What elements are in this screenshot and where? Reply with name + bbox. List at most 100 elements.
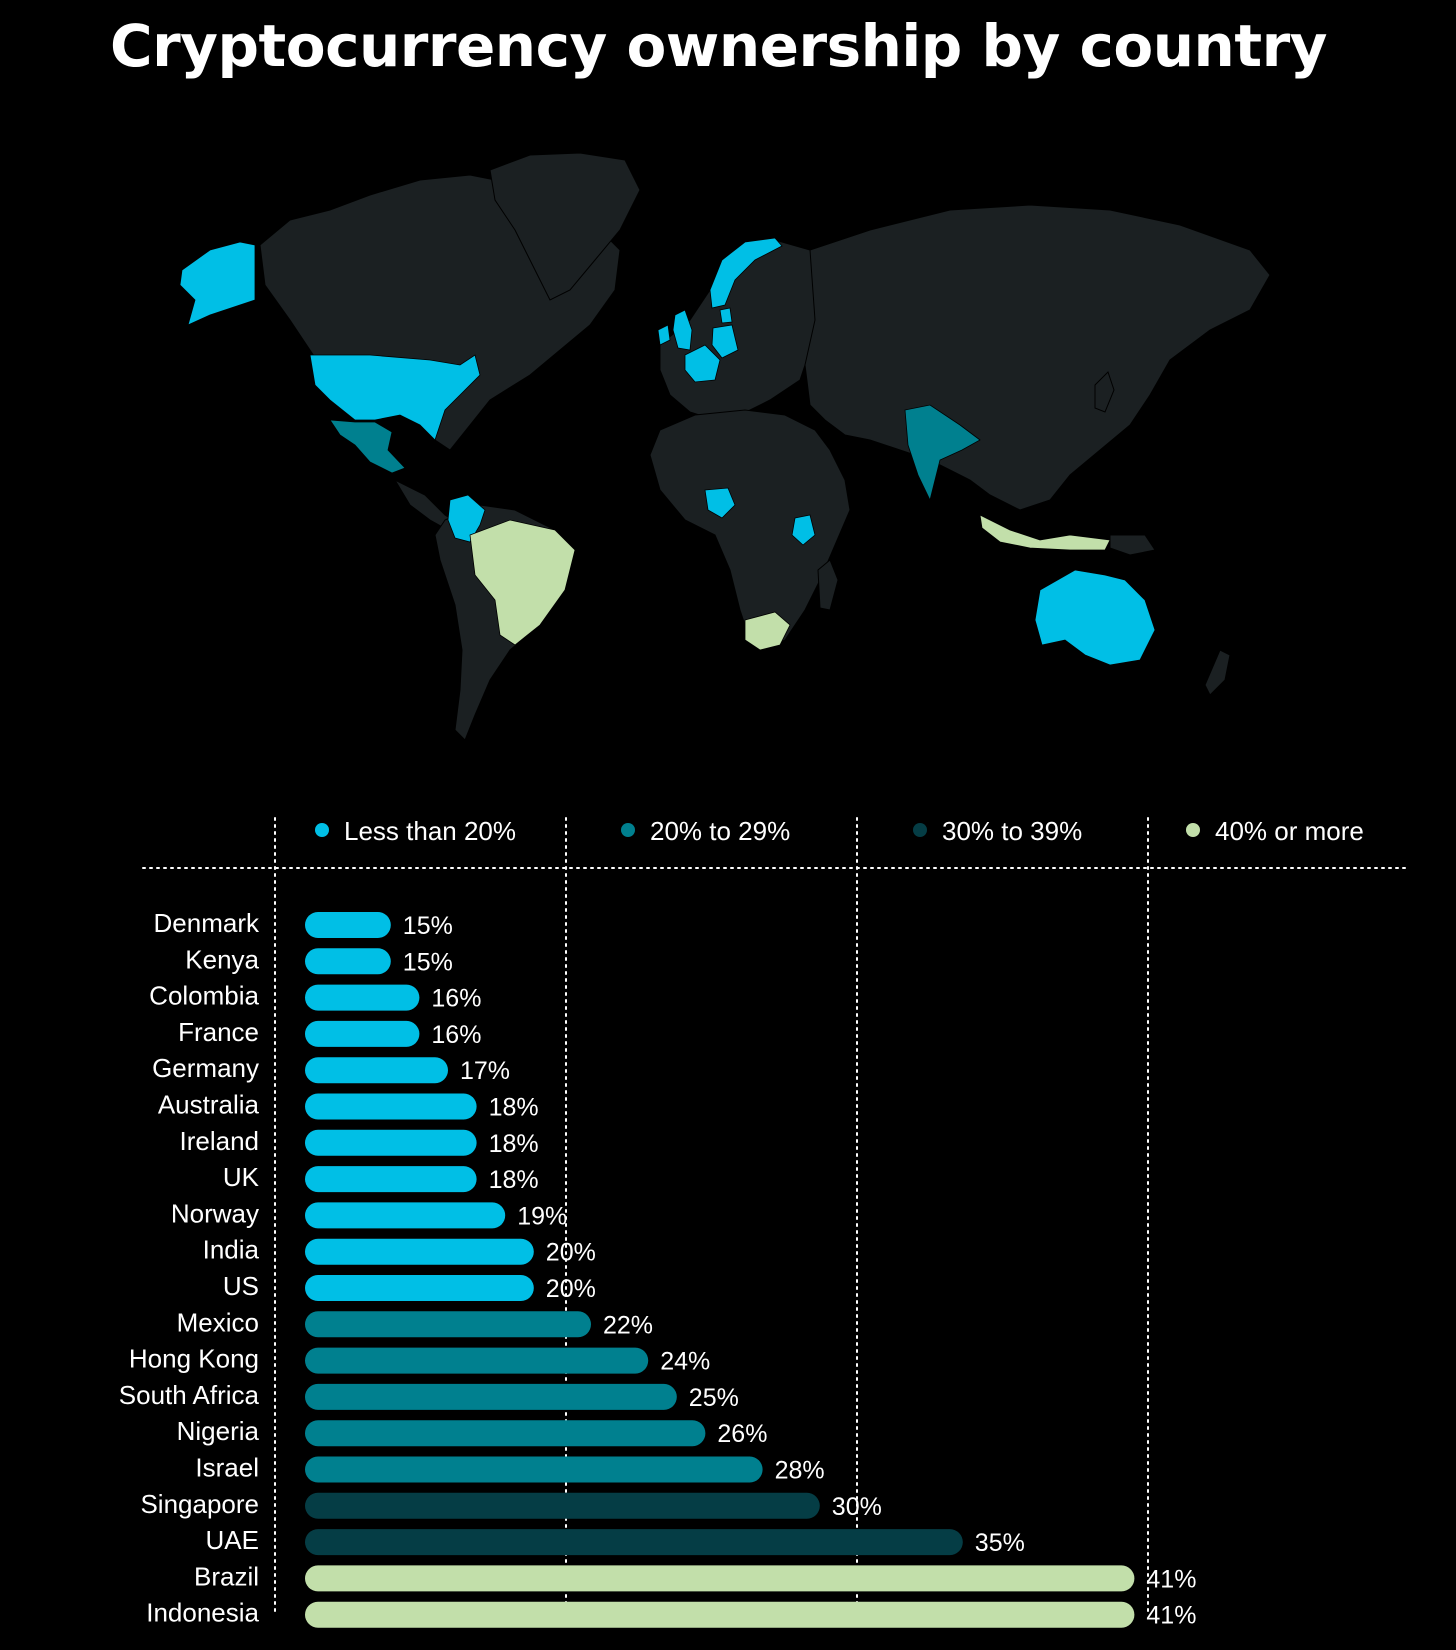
legend-swatch: [913, 823, 927, 837]
bar: [305, 1456, 763, 1483]
grid-lines: [142, 817, 1406, 1613]
bar-row: Mexico 22%: [177, 1307, 653, 1339]
category-label: India: [203, 1235, 260, 1265]
bar-row: South Africa 25%: [119, 1380, 739, 1412]
bar-row: Australia 18%: [158, 1090, 539, 1122]
value-label: 28%: [775, 1457, 825, 1485]
legend-label: 40% or more: [1215, 816, 1364, 846]
bar-row: Nigeria 26%: [177, 1416, 768, 1448]
country-kenya: [791, 514, 816, 546]
bar: [305, 1347, 649, 1374]
category-label: Ireland: [180, 1126, 260, 1156]
country-france: [684, 344, 721, 383]
bar: [305, 1238, 534, 1265]
legend-swatch: [621, 823, 635, 837]
category-label: Norway: [171, 1198, 259, 1228]
bar-row: Kenya 15%: [185, 944, 453, 976]
value-label: 17%: [460, 1057, 510, 1085]
land-japan: [1094, 371, 1115, 413]
bar: [305, 1129, 477, 1156]
country-india: [904, 404, 981, 502]
legend-item-0: Less than 20%: [315, 816, 516, 846]
bar-row: India 20%: [203, 1235, 596, 1267]
legend-label: 30% to 39%: [942, 816, 1082, 846]
bar: [305, 1565, 1135, 1592]
country-uk: [672, 309, 693, 351]
category-label: Mexico: [177, 1307, 259, 1337]
bar-row: Indonesia 41%: [146, 1598, 1196, 1630]
value-label: 18%: [489, 1166, 539, 1194]
value-label: 20%: [546, 1239, 596, 1267]
country-brazil: [469, 519, 576, 646]
category-label: UK: [223, 1162, 260, 1192]
bar: [305, 1093, 477, 1120]
category-label: Indonesia: [146, 1598, 259, 1628]
world-map: [179, 152, 1271, 741]
category-label: Israel: [195, 1453, 259, 1483]
country-australia: [1034, 569, 1156, 666]
land-asia: [804, 204, 1271, 511]
category-label: Hong Kong: [129, 1344, 259, 1374]
bar-row: Singapore 30%: [140, 1489, 881, 1521]
bar-row: France 16%: [178, 1017, 481, 1049]
legend-swatch: [315, 823, 329, 837]
legend: Less than 20% 20% to 29% 30% to 39% 40% or …: [315, 816, 1364, 846]
value-label: 16%: [431, 1021, 481, 1049]
legend-item-2: 30% to 39%: [913, 816, 1082, 846]
bar: [305, 1529, 963, 1556]
bar: [305, 984, 420, 1011]
value-label: 35%: [975, 1529, 1025, 1557]
bar-row: UAE 35%: [206, 1525, 1025, 1557]
bar-row: UK 18%: [223, 1162, 539, 1194]
bar-row: US 20%: [223, 1271, 596, 1303]
bar: [305, 1311, 591, 1338]
category-label: Germany: [152, 1053, 259, 1083]
bar: [305, 1601, 1135, 1628]
land-greenland: [489, 152, 641, 301]
bar: [305, 912, 391, 938]
category-label: US: [223, 1271, 259, 1301]
value-label: 18%: [489, 1130, 539, 1158]
value-label: 19%: [517, 1202, 567, 1230]
value-label: 41%: [1146, 1602, 1196, 1630]
bar: [305, 1202, 506, 1229]
value-label: 41%: [1146, 1565, 1196, 1593]
chart-title: Cryptocurrency ownership by country: [110, 12, 1327, 80]
country-germany: [711, 324, 739, 359]
country-mexico: [329, 419, 406, 474]
bar-row: Hong Kong 24%: [129, 1344, 710, 1376]
country-south-africa: [744, 611, 791, 651]
category-label: UAE: [206, 1525, 259, 1555]
bar-row: Ireland 18%: [180, 1126, 539, 1158]
category-label: Nigeria: [177, 1416, 260, 1446]
category-label: Kenya: [185, 944, 259, 974]
bar-row: Brazil 41%: [194, 1561, 1196, 1593]
legend-item-3: 40% or more: [1186, 816, 1364, 846]
legend-label: 20% to 29%: [650, 816, 790, 846]
bar: [305, 1492, 820, 1519]
bar: [305, 1420, 706, 1447]
country-alaska: [179, 241, 256, 326]
bar-row: Norway 19%: [171, 1198, 567, 1230]
legend-swatch: [1186, 823, 1200, 837]
bar-chart: Less than 20% 20% to 29% 30% to 39% 40% or …: [119, 816, 1406, 1630]
category-label: Australia: [158, 1090, 260, 1120]
value-label: 15%: [403, 948, 453, 976]
category-label: Denmark: [154, 908, 260, 938]
bar: [305, 1166, 477, 1193]
category-label: Singapore: [140, 1489, 259, 1519]
value-label: 30%: [832, 1493, 882, 1521]
country-denmark: [719, 307, 733, 324]
category-label: France: [178, 1017, 259, 1047]
country-ireland: [657, 324, 671, 346]
country-norway: [709, 237, 783, 309]
category-label: Colombia: [149, 981, 259, 1011]
land-papua: [1109, 534, 1156, 556]
country-indonesia: [979, 514, 1111, 551]
value-label: 26%: [717, 1420, 767, 1448]
legend-label: Less than 20%: [344, 816, 516, 846]
bar-row: Israel 28%: [195, 1453, 824, 1485]
bar: [305, 1383, 677, 1410]
bar-row: Germany 17%: [152, 1053, 510, 1085]
land-madagascar: [817, 559, 839, 611]
